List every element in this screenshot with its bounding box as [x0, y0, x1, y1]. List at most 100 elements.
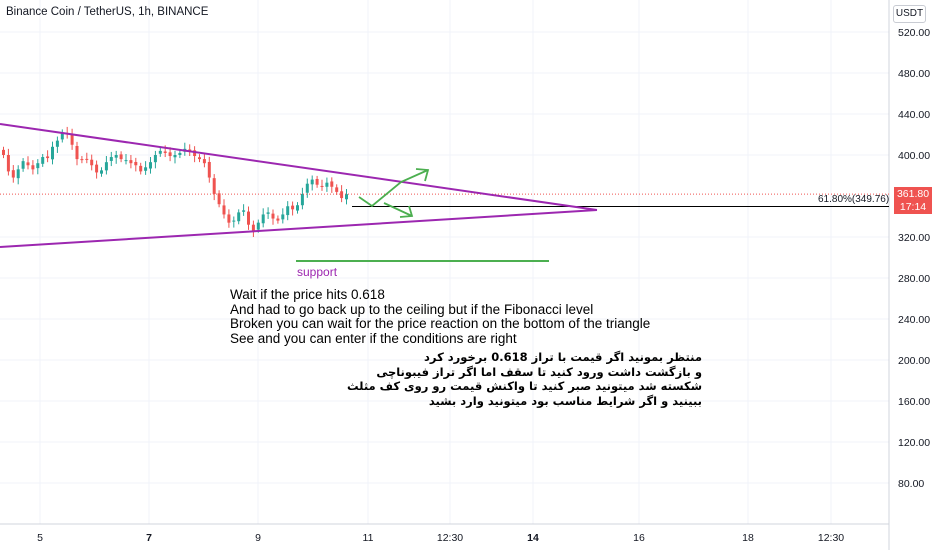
- candle: [149, 157, 152, 174]
- candle-body: [261, 214, 265, 224]
- candle-body: [173, 155, 177, 158]
- candle-body: [109, 157, 113, 161]
- candle: [129, 155, 133, 169]
- candle-body: [2, 149, 5, 155]
- candle: [271, 209, 275, 225]
- candle: [95, 160, 99, 179]
- candle-body: [129, 160, 133, 164]
- candle-body: [21, 161, 25, 169]
- candle-body: [100, 170, 103, 174]
- candle: [60, 129, 64, 143]
- candle-body: [198, 157, 201, 160]
- y-tick-label: 240.00: [898, 314, 930, 326]
- candle: [247, 206, 250, 230]
- y-tick-label: 280.00: [898, 273, 930, 285]
- candle-body: [300, 193, 304, 206]
- candle: [232, 216, 236, 228]
- english-note[interactable]: Wait if the price hits 0.618 And had to …: [230, 287, 650, 346]
- x-tick-label: 9: [255, 532, 261, 544]
- candle: [227, 209, 231, 228]
- candle-body: [85, 158, 89, 160]
- candle: [330, 177, 334, 193]
- candle: [16, 165, 20, 185]
- candle: [237, 209, 241, 225]
- candle-body: [291, 205, 295, 210]
- candle-body: [207, 161, 211, 178]
- candle-body: [222, 205, 226, 215]
- candle-body: [144, 167, 148, 171]
- x-tick-label: 7: [146, 532, 152, 544]
- candle-body: [310, 179, 314, 185]
- candle-body: [80, 159, 84, 161]
- currency-button[interactable]: USDT: [893, 5, 926, 23]
- candle: [104, 156, 108, 175]
- candle: [6, 148, 10, 176]
- candle: [315, 175, 319, 188]
- candle: [153, 150, 157, 169]
- x-tick-label: 18: [742, 532, 754, 544]
- candle: [100, 167, 103, 177]
- candle: [31, 160, 35, 175]
- candle-body: [46, 156, 50, 159]
- candle: [2, 146, 5, 159]
- x-tick-label: 11: [363, 532, 374, 544]
- projection-arrow-up[interactable]: [358, 169, 429, 208]
- candle: [75, 141, 79, 166]
- grid: [0, 0, 889, 524]
- y-tick-label: 320.00: [898, 232, 930, 244]
- candle: [90, 154, 94, 171]
- candle-body: [104, 162, 108, 171]
- candle: [251, 220, 255, 237]
- axis-ticks: 520.00 480.00 440.00 400.00 320.00 280.00 240.…: [37, 27, 930, 544]
- x-tick-label: 16: [633, 532, 645, 544]
- triangle-upper-trendline[interactable]: [0, 123, 598, 211]
- candle-body: [281, 214, 285, 220]
- symbol-title: Binance Coin / TetherUS, 1h, BINANCE: [6, 6, 209, 18]
- candle-body: [55, 140, 59, 147]
- candle-body: [271, 213, 275, 219]
- candle: [80, 156, 84, 164]
- candle-body: [232, 220, 236, 222]
- y-tick-label: 400.00: [898, 150, 930, 162]
- candle-body: [36, 163, 40, 169]
- y-tick-label: 120.00: [898, 437, 930, 449]
- projection-arrow-down[interactable]: [383, 202, 413, 217]
- x-tick-label: 14: [527, 532, 539, 544]
- y-tick-label: 80.00: [898, 478, 924, 490]
- candle-body: [315, 178, 319, 185]
- candle: [198, 154, 201, 163]
- candle-body: [305, 183, 309, 193]
- candle: [281, 208, 285, 224]
- candle: [173, 150, 177, 164]
- candle: [183, 142, 187, 156]
- x-tick-label: 5: [37, 532, 43, 544]
- candle: [41, 153, 45, 167]
- candle: [55, 136, 59, 153]
- y-tick-label: 200.00: [898, 355, 930, 367]
- note-en-line: And had to go back up to the ceiling but…: [230, 301, 594, 317]
- candle-body: [276, 218, 280, 221]
- candle: [114, 150, 118, 164]
- note-fa-line: منتظر بمونید اگر قیمت با تراز 0.618 برخو…: [424, 350, 702, 364]
- candle: [46, 150, 50, 163]
- candle: [217, 190, 221, 208]
- persian-note[interactable]: منتظر بمونید اگر قیمت با تراز 0.618 برخو…: [346, 350, 702, 408]
- candle-body: [237, 212, 241, 222]
- candle: [51, 141, 54, 165]
- candle: [119, 151, 123, 163]
- candle: [222, 199, 226, 219]
- note-fa-line: شکسته شد میتونید صبر کنید تا واکنش قیمت …: [346, 379, 702, 393]
- candle: [286, 201, 290, 221]
- candle-body: [330, 181, 334, 187]
- candle-body: [335, 187, 339, 192]
- candle: [85, 152, 89, 164]
- y-tick-label: 160.00: [898, 396, 930, 408]
- candle: [144, 161, 148, 175]
- candle-body: [168, 152, 172, 157]
- candle-body: [51, 146, 54, 160]
- candle: [202, 152, 206, 168]
- y-tick-label: 440.00: [898, 109, 930, 121]
- candle-body: [75, 145, 79, 160]
- triangle-lower-trendline[interactable]: [0, 209, 598, 248]
